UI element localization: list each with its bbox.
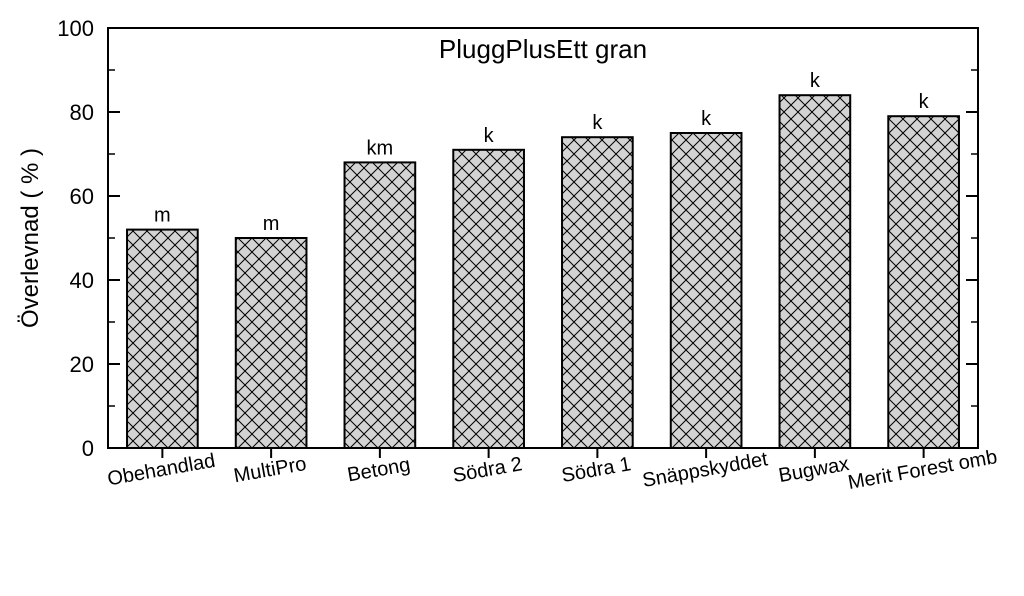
- bar-group-label: k: [484, 125, 495, 147]
- y-axis-title: Överlevnad ( % ): [17, 148, 44, 328]
- bar-group-label: k: [810, 70, 821, 92]
- category-label: Merit Forest omb: [846, 446, 999, 494]
- category-label: Obehandlad: [106, 450, 217, 491]
- bar: [127, 230, 198, 448]
- chart-title: PluggPlusEtt gran: [439, 34, 647, 64]
- bar-group-label: km: [367, 137, 394, 159]
- bar-chart: 0 20 40 60 80 100 Överlevnad ( % ) PluggPlusEtt…: [0, 0, 1024, 596]
- category-label: Södra 2: [451, 453, 524, 487]
- category-label: Bugwax: [777, 453, 851, 487]
- bar: [671, 133, 742, 448]
- chart-svg: 0 20 40 60 80 100 Överlevnad ( % ) PluggPlusEtt…: [0, 0, 1024, 596]
- ytick-label: 80: [70, 100, 94, 125]
- bar: [236, 238, 307, 448]
- ytick-label: 20: [70, 352, 94, 377]
- bar-group-label: k: [701, 108, 712, 130]
- ytick-label: 60: [70, 184, 94, 209]
- ytick-label: 0: [82, 436, 94, 461]
- bar-group-label: k: [919, 91, 930, 113]
- bar: [888, 116, 959, 448]
- ytick-label: 100: [57, 16, 94, 41]
- bar: [780, 95, 851, 448]
- category-label: Södra 1: [560, 453, 633, 487]
- category-label: MultiPro: [232, 453, 308, 487]
- bar: [562, 137, 633, 448]
- bar: [345, 162, 416, 448]
- category-label: Betong: [346, 454, 412, 487]
- bar-group-label: k: [592, 112, 603, 134]
- bar: [453, 150, 524, 448]
- bar-group-label: m: [154, 205, 171, 227]
- bar-group-label: m: [263, 213, 280, 235]
- ytick-label: 40: [70, 268, 94, 293]
